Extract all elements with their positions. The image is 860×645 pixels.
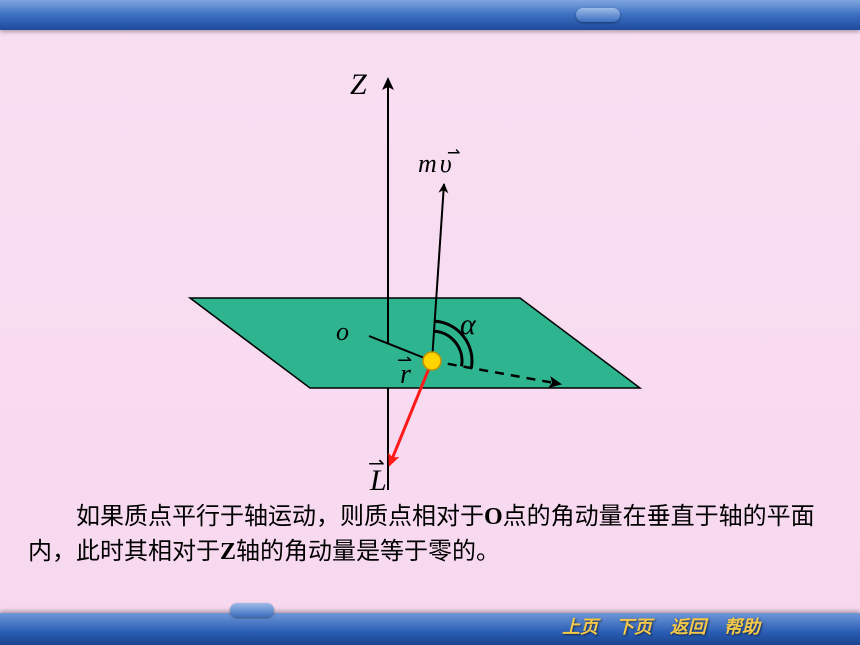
next-button[interactable]: 下页 (616, 613, 652, 639)
physics-diagram: Zmυ⇀oαr⇀L⇀ (0, 50, 860, 490)
caption-text: 如果质点平行于轴运动，则质点相对于O点的角动量在垂直于轴的平面内，此时其相对于Z… (28, 500, 832, 570)
svg-text:⇀: ⇀ (368, 453, 385, 475)
top-bar (0, 0, 860, 30)
svg-text:Z: Z (350, 68, 367, 101)
svg-text:o: o (336, 317, 349, 346)
caption-O: O (484, 504, 503, 530)
prev-button[interactable]: 上页 (562, 613, 598, 639)
caption-suffix: 轴的角动量是等于零的。 (236, 539, 500, 565)
svg-text:⇀: ⇀ (397, 350, 412, 370)
diagram-svg: Zmυ⇀oαr⇀L⇀ (0, 50, 860, 490)
caption-prefix: 如果质点平行于轴运动，则质点相对于 (28, 504, 484, 530)
back-button[interactable]: 返回 (670, 613, 706, 639)
caption-Z: Z (220, 539, 236, 565)
slide-page: Zmυ⇀oαr⇀L⇀ 如果质点平行于轴运动，则质点相对于O点的角动量在垂直于轴的… (0, 0, 860, 645)
help-button[interactable]: 帮助 (724, 613, 760, 639)
svg-text:⇀: ⇀ (447, 145, 460, 162)
svg-text:α: α (460, 308, 477, 341)
bottom-bar: 上页 下页 返回 帮助 (0, 613, 860, 645)
nav-buttons: 上页 下页 返回 帮助 (562, 613, 760, 639)
